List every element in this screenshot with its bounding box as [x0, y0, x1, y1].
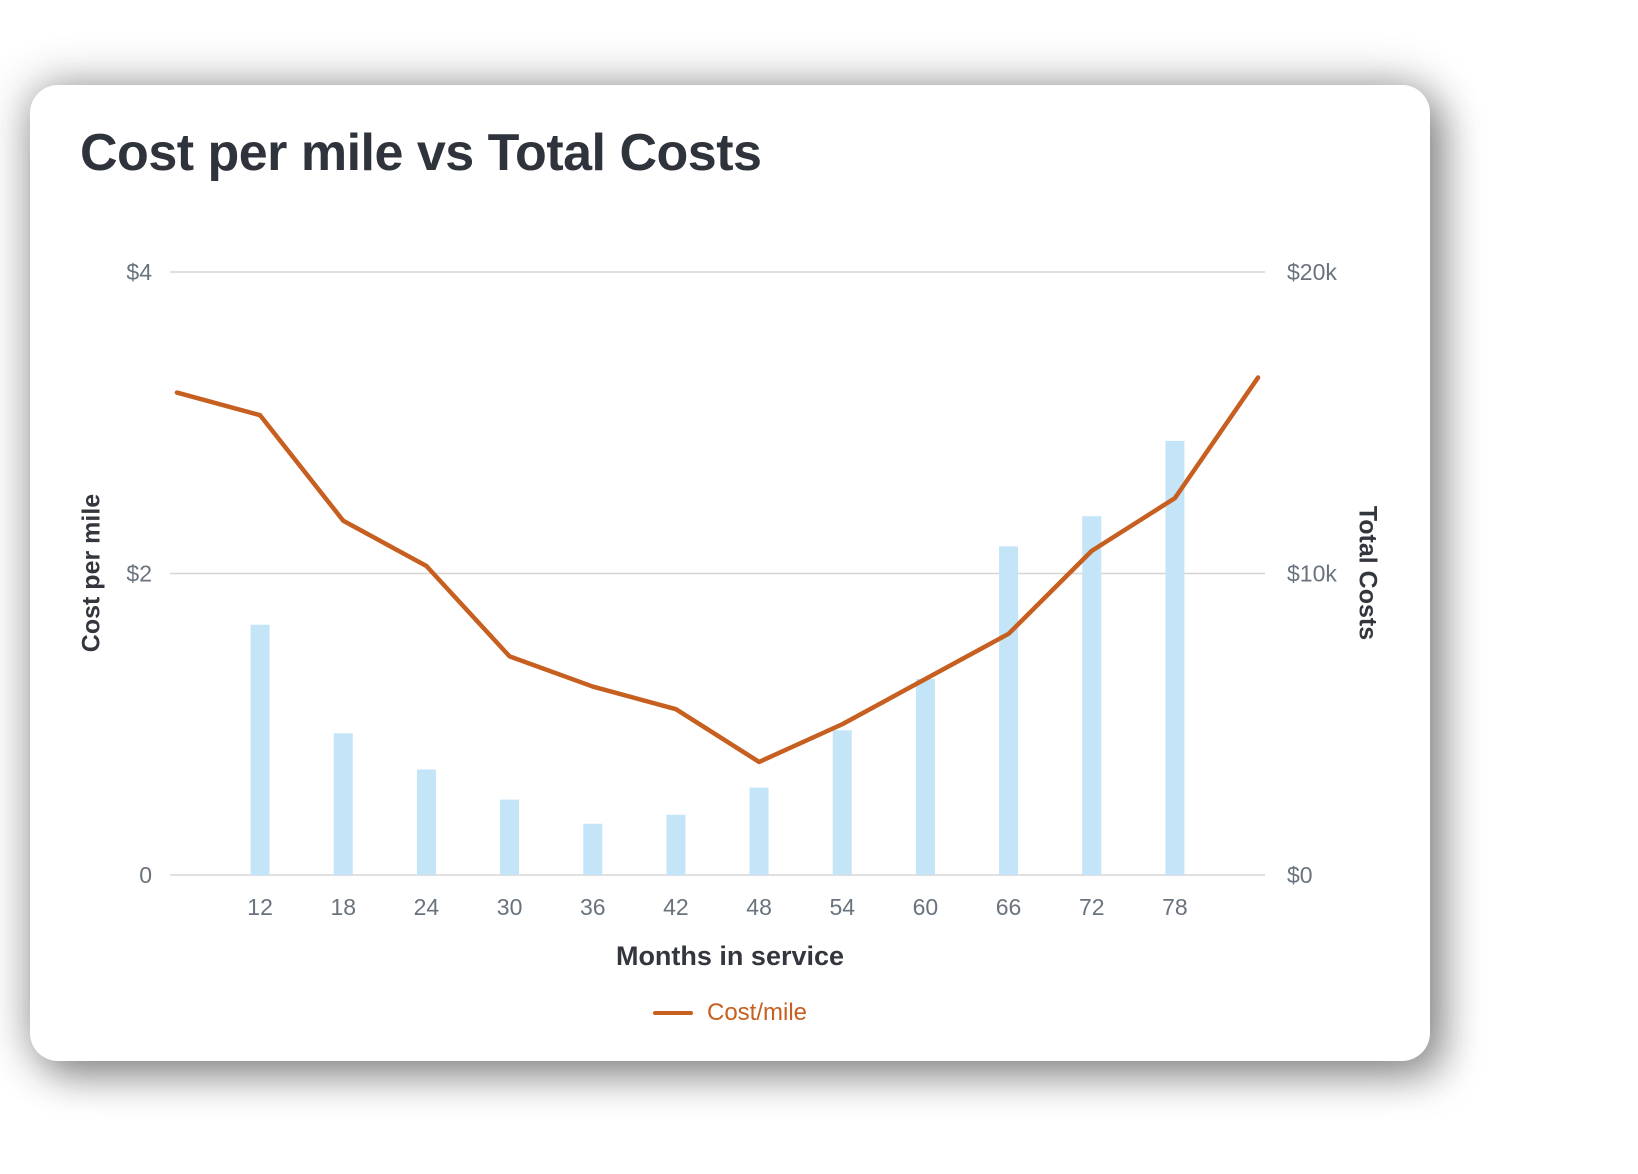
bar	[749, 787, 769, 875]
chart-card: Cost per mile vs Total Costs 0 $2 $4 $0 $10k…	[30, 85, 1430, 1061]
legend-line-swatch	[652, 1011, 693, 1015]
x-tick-label: 78	[1162, 894, 1188, 920]
y-axis-title-left: Cost per mile	[77, 493, 106, 653]
y-axis-right-tick-labels: $0 $10k $20k	[1287, 259, 1337, 888]
y-right-tick-label: $0	[1287, 862, 1313, 888]
x-tick-label: 48	[746, 894, 772, 920]
x-tick-label: 12	[247, 894, 273, 920]
x-axis-title: Months in service	[615, 941, 845, 971]
bar	[832, 730, 852, 875]
chart-title: Cost per mile vs Total Costs	[80, 124, 762, 182]
y-right-tick-label: $20k	[1287, 259, 1337, 285]
x-tick-label: 24	[414, 894, 440, 920]
x-tick-label: 60	[913, 894, 939, 920]
x-tick-label: 30	[497, 894, 523, 920]
x-tick-label: 72	[1079, 894, 1105, 920]
bar	[915, 679, 935, 875]
y-left-tick-label: $4	[126, 259, 152, 285]
bar	[1082, 516, 1102, 875]
x-tick-label: 18	[330, 894, 356, 920]
line-cost-per-mile	[174, 375, 1261, 765]
bar	[1165, 440, 1185, 875]
x-tick-label: 66	[996, 894, 1022, 920]
legend-label: Cost/mile	[706, 999, 808, 1026]
y-left-tick-label: $2	[126, 561, 152, 587]
bar-series-total-costs	[250, 440, 1185, 875]
bar	[250, 624, 270, 875]
x-axis-tick-labels: 12 18 24 30 36 42 48 54 60 66 72 78	[247, 894, 1187, 920]
y-left-tick-label: 0	[139, 862, 152, 888]
x-tick-label: 54	[829, 894, 855, 920]
bar	[500, 799, 520, 875]
bar	[416, 769, 436, 875]
bar	[333, 733, 353, 875]
bar	[583, 823, 603, 875]
x-tick-label: 42	[663, 894, 689, 920]
legend: Cost/mile	[30, 999, 1430, 1027]
x-tick-label: 36	[580, 894, 606, 920]
y-right-tick-label: $10k	[1287, 561, 1337, 587]
bar	[666, 814, 686, 875]
bar	[999, 546, 1019, 875]
y-axis-title-right: Total Costs	[1353, 505, 1382, 641]
chart-canvas: 0 $2 $4 $0 $10k $20k 12 18 24 30 36 42 48 54 60 66 72 78	[126, 259, 1337, 920]
y-axis-left-tick-labels: 0 $2 $4	[126, 259, 152, 888]
